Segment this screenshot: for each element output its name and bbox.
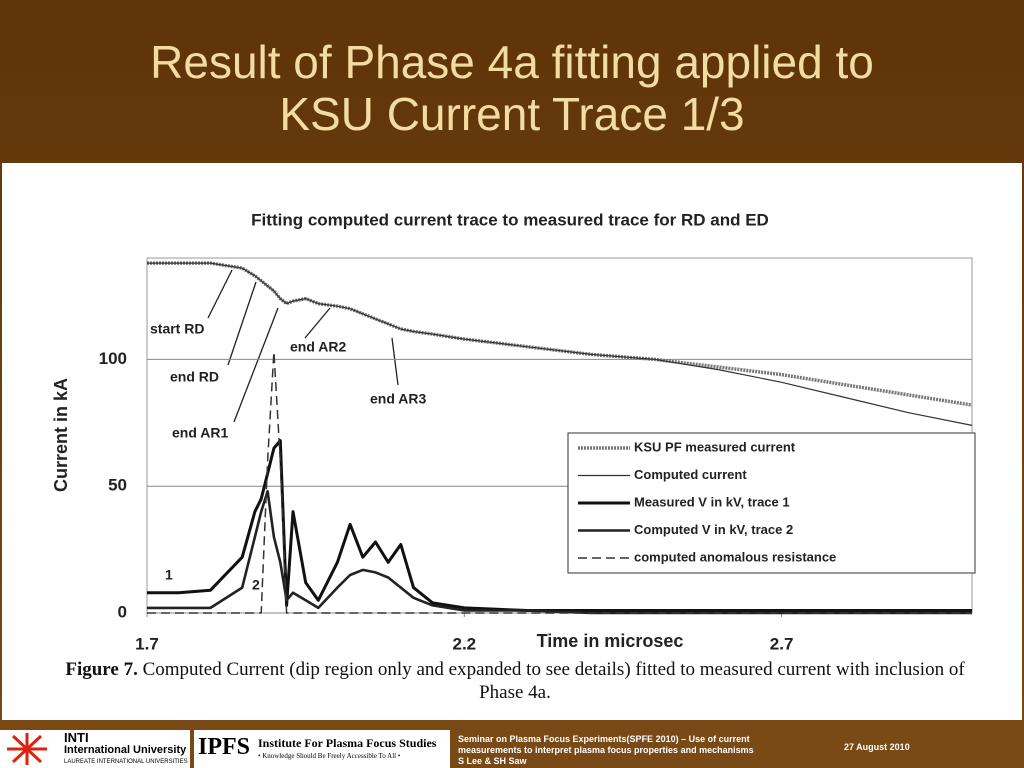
arrow [304, 307, 331, 339]
caption-text: Computed Current (dip region only and ex… [142, 659, 965, 703]
arrow [207, 269, 233, 319]
annotation: end RD [170, 369, 219, 385]
annotation-arrows [207, 269, 399, 423]
footer-text: Seminar on Plasma Focus Experiments(SPFE… [458, 734, 808, 767]
ipfs-abbr: IPFS [198, 734, 251, 760]
footer-authors: S Lee & SH Saw [458, 756, 527, 766]
legend-label: Measured V in kV, trace 1 [634, 494, 790, 509]
legend-label: KSU PF measured current [634, 439, 796, 454]
legend-label: computed anomalous resistance [634, 549, 836, 564]
annotation: end AR2 [290, 339, 346, 355]
annotation: start RD [150, 321, 204, 337]
y-tick-label: 50 [108, 476, 127, 495]
series-line [147, 439, 972, 612]
y-tick-label: 0 [118, 602, 127, 621]
series-line [147, 261, 973, 407]
series-line [147, 351, 972, 614]
arrow [233, 307, 279, 423]
annotation: end AR3 [370, 391, 426, 407]
x-axis-label: Time in microsec [537, 631, 684, 651]
footer-date: 27 August 2010 [844, 742, 910, 752]
laureate: LAUREATE INTERNATIONAL UNIVERSITIES [64, 759, 188, 765]
slide-title: Result of Phase 4a fitting applied to KS… [150, 36, 874, 140]
inti-name: INTI [64, 730, 89, 745]
legend: KSU PF measured current Computed current M… [567, 432, 976, 574]
footer-seminar: Seminar on Plasma Focus Experiments(SPFE… [458, 734, 754, 755]
y-axis-label: Current in kA [51, 378, 71, 492]
annotation: 2 [252, 577, 260, 593]
ipfs-logo: IPFS Institute For Plasma Focus Studies … [194, 730, 450, 768]
x-tick-label: 1.7 [135, 634, 159, 653]
annotation: end AR1 [172, 425, 228, 441]
annotation: 1 [165, 567, 173, 583]
footer: INTI International University LAUREATE I… [0, 726, 1024, 768]
ipfs-name: Institute For Plasma Focus Studies [258, 736, 437, 750]
caption-label: Figure 7. [65, 659, 138, 680]
inti-logo: INTI International University LAUREATE I… [0, 730, 190, 768]
inti-icon [7, 733, 47, 765]
x-tick-label: 2.2 [452, 634, 476, 653]
legend-label: Computed current [634, 467, 747, 482]
arrow [391, 337, 399, 386]
legend-box [567, 432, 976, 574]
ipfs-motto: • Knowledge Should Be Freely Accessible … [258, 752, 401, 760]
figure-caption: Figure 7. Computed Current (dip region o… [55, 658, 975, 704]
series-line [147, 262, 973, 426]
chart-title: Fitting computed current trace to measur… [251, 210, 769, 229]
arrow [227, 281, 257, 366]
legend-label: Computed V in kV, trace 2 [634, 522, 793, 537]
x-tick-label: 2.7 [770, 634, 794, 653]
y-tick-label: 100 [99, 349, 127, 368]
inti-sub: International University [64, 744, 187, 756]
